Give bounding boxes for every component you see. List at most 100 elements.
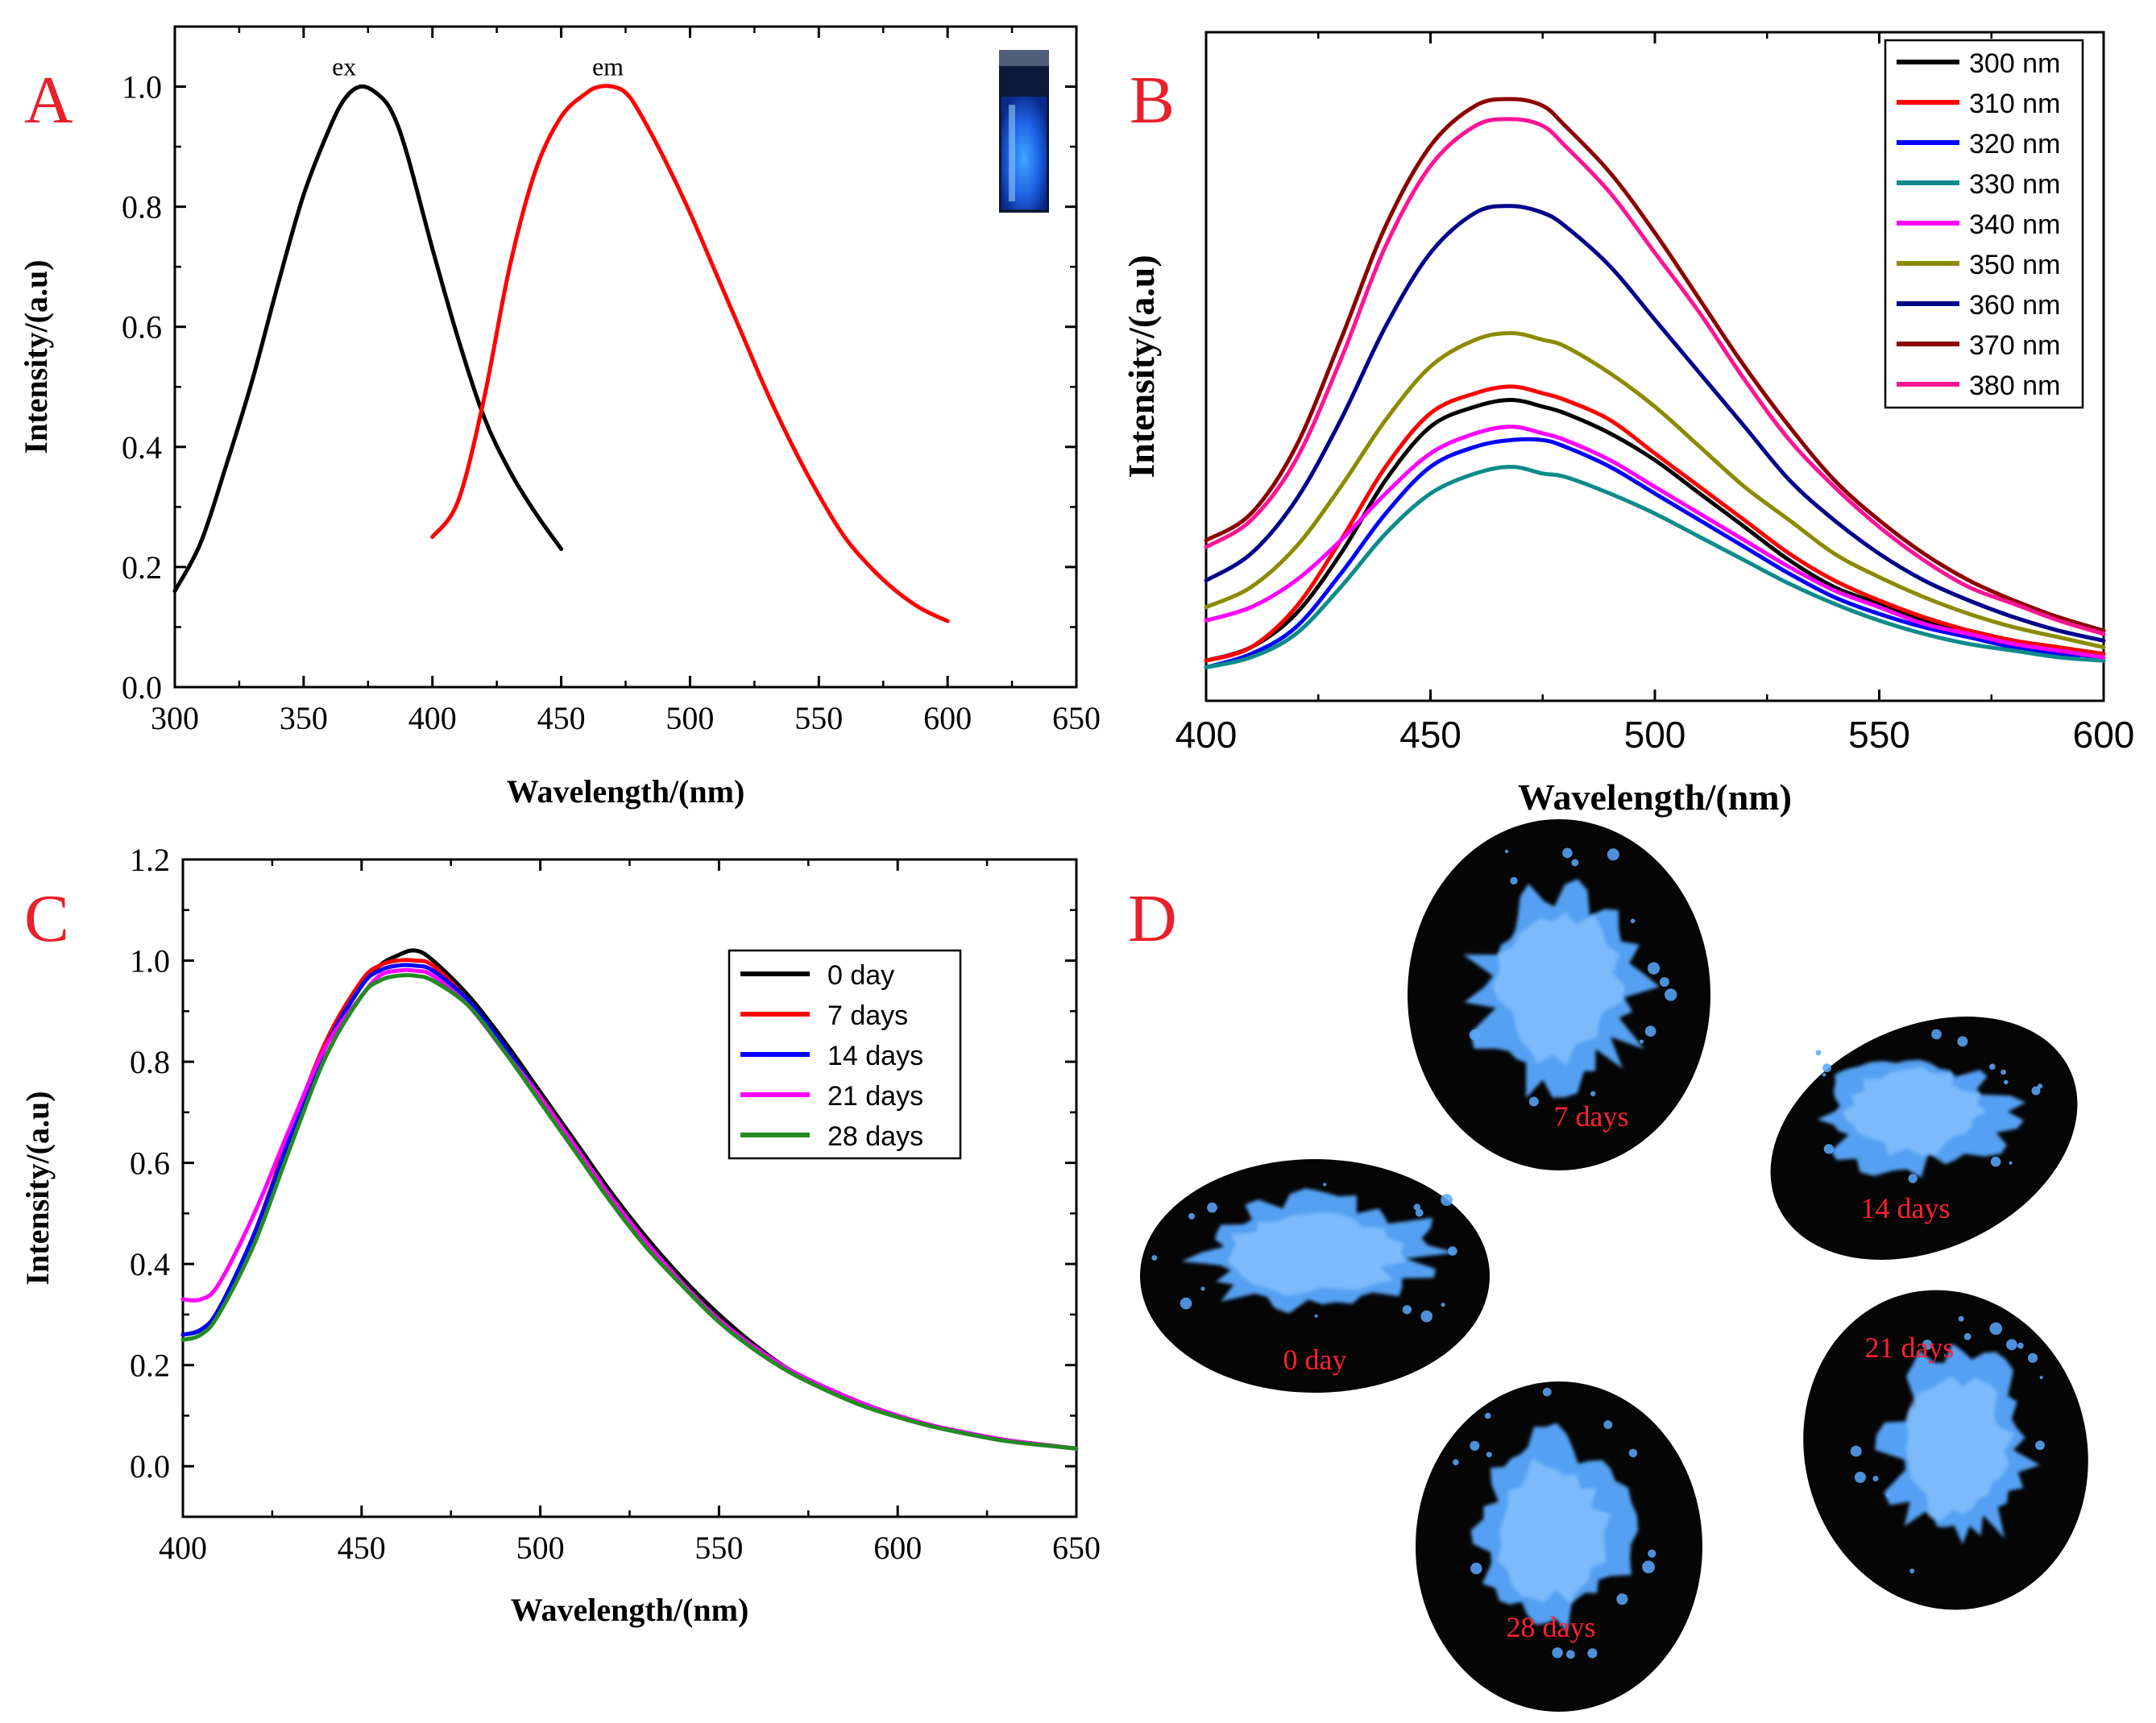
y-tick-label: 1.2 [130, 842, 170, 878]
x-axis-label: Wavelength/(nm) [1518, 777, 1792, 818]
chart-layer: 300 350 400 450 500 550 600 650 0.0 0.2 0.4 0.6 0.8 1… [18, 25, 2135, 1712]
powder-speck [1958, 1315, 1964, 1322]
powder-speck [1850, 1445, 1862, 1457]
powder-speck [1402, 1305, 1412, 1315]
powder-speck [1180, 1297, 1192, 1310]
powder-speck [1931, 1029, 1942, 1040]
x-tick-label: 550 [694, 1530, 743, 1566]
powder-speck [2027, 1352, 2038, 1363]
x-tick-label: 550 [794, 700, 843, 736]
legend-label: 28 days [827, 1121, 923, 1152]
sample-plate: 0 day [1140, 1159, 1490, 1393]
sample-plate: 28 days [1416, 1381, 1702, 1712]
panel-letter: C [24, 881, 69, 956]
sample-label: 28 days [1507, 1611, 1596, 1643]
powder-speck [1314, 1314, 1318, 1318]
series-line-330-nm [1204, 465, 2106, 669]
powder-speck [1989, 1322, 2003, 1336]
powder-speck [2006, 1339, 2017, 1351]
series-line-28-days [180, 973, 1079, 1451]
sample-label: 0 day [1283, 1344, 1347, 1376]
y-tick-label: 0.6 [130, 1145, 170, 1182]
y-tick-label: 1.0 [130, 943, 170, 980]
powder-highlight [1228, 1212, 1406, 1296]
powder-speck [1448, 1246, 1457, 1256]
vial-highlight [1009, 105, 1015, 201]
powder-speck [1587, 1648, 1598, 1659]
powder-speck [1886, 1493, 1891, 1498]
series-line-ex [172, 84, 564, 594]
legend: 300 nm 310 nm 320 nm 330 nm 340 nm 350 nm 360 … [1884, 39, 2084, 409]
vial-cap [999, 50, 1049, 66]
x-axis-label: Wavelength/(nm) [507, 773, 745, 810]
x-tick-label: 450 [1399, 714, 1462, 756]
legend-label: 360 nm [1969, 290, 2060, 321]
sample-label: 14 days [1861, 1192, 1951, 1224]
powder-speck [1486, 1452, 1492, 1458]
sample-plate: 21 days [1803, 1290, 2088, 1610]
series-peak-label: ex [332, 52, 356, 81]
series-line-em [430, 84, 950, 623]
powder-speck [1957, 1036, 1968, 1047]
y-tick-label: 0.2 [122, 549, 162, 586]
powder-speck [1628, 1448, 1638, 1458]
powder-speck [1441, 1194, 1453, 1207]
sample-label: 21 days [1865, 1332, 1955, 1364]
powder-speck [1590, 1091, 1596, 1096]
powder-speck [1552, 1647, 1563, 1659]
powder-speck [1200, 1286, 1205, 1291]
powder-speck [1616, 1593, 1628, 1605]
x-axis-label: Wavelength/(nm) [511, 1592, 749, 1628]
y-axis-label: Intensity/(a.u) [19, 1091, 56, 1285]
legend-label: 370 nm [1969, 330, 2060, 361]
powder-speck [1484, 1412, 1491, 1419]
y-tick-label: 0.8 [130, 1044, 170, 1080]
powder-speck [1990, 1156, 2001, 1167]
powder-highlight [1497, 1458, 1611, 1604]
powder-speck [1989, 1063, 1996, 1071]
x-tick-label: 400 [1175, 714, 1238, 756]
powder-speck [2004, 1079, 2009, 1085]
y-tick-label: 0.4 [130, 1246, 170, 1282]
x-tick-label: 300 [151, 700, 199, 736]
legend-label: 0 day [827, 960, 894, 991]
series-line-310-nm [1204, 384, 2106, 663]
sample-plate: 7 days [1408, 819, 1710, 1170]
series-line-350-nm [1204, 331, 2106, 650]
powder-speck [2035, 1440, 2045, 1451]
x-tick-label: 600 [923, 700, 972, 736]
x-tick-label: 500 [1624, 714, 1686, 756]
x-tick-label: 550 [1848, 714, 1910, 756]
powder-speck [1823, 1144, 1835, 1154]
series-line-340-nm [1204, 425, 2106, 660]
powder-speck [1648, 1549, 1656, 1558]
legend-label: 380 nm [1969, 371, 2060, 401]
powder-speck [1571, 859, 1579, 867]
powder-speck [2009, 1161, 2013, 1165]
powder-speck [1665, 988, 1677, 1001]
panel-a: 300 350 400 450 500 550 600 650 0.0 0.2 0.4 0.6 0.8 1… [18, 25, 1101, 810]
y-tick-label: 1.0 [122, 69, 162, 106]
legend-label: 21 days [827, 1081, 923, 1112]
y-tick-label: 0.0 [130, 1448, 170, 1485]
x-tick-label: 600 [2073, 714, 2135, 756]
y-tick-label: 0.0 [122, 669, 162, 706]
powder-highlight [1843, 1067, 1988, 1156]
powder-speck [1659, 977, 1669, 987]
x-tick-label: 400 [408, 700, 457, 736]
powder-speck [1640, 1039, 1644, 1044]
x-tick-label: 650 [1052, 700, 1101, 736]
panel-c: 400 450 500 550 600 650 0.0 0.2 0.4 0.6 0.8 1.0 1.2 W… [19, 842, 1101, 1628]
x-tick-label: 500 [516, 1530, 565, 1566]
powder-speck [1909, 1568, 1915, 1574]
powder-speck [1908, 1174, 1918, 1183]
y-tick-label: 0.6 [122, 309, 162, 346]
powder-speck [1562, 847, 1573, 859]
series-line-300-nm [1204, 398, 2106, 663]
powder-speck [1470, 1440, 1480, 1451]
legend-label: 310 nm [1969, 89, 2060, 119]
sample-plate: 14 days [1770, 1017, 2078, 1260]
powder-speck [1854, 1472, 1866, 1483]
panel-d: D 0 day 7 days 14 days 21 days 28 days [1128, 819, 2088, 1712]
y-tick-label: 0.2 [130, 1348, 170, 1384]
